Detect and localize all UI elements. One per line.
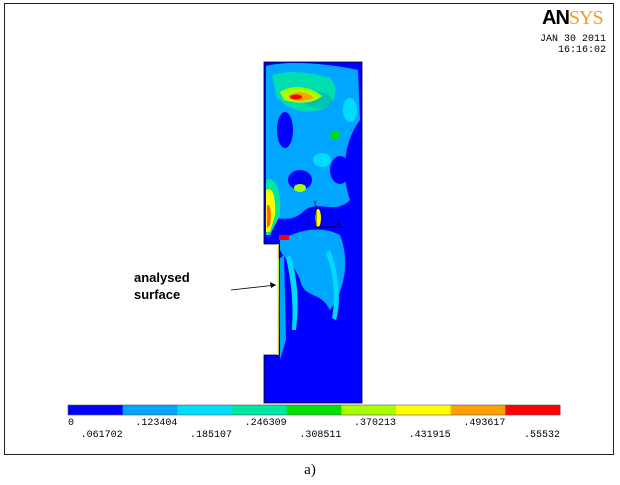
field-hotspot-red	[290, 94, 302, 100]
field-spot-green	[294, 184, 306, 192]
field-spot-green	[330, 131, 340, 139]
max-marker	[279, 235, 289, 240]
svg-text:X: X	[337, 221, 341, 227]
logo-an-text: AN	[542, 7, 570, 29]
legend-tick-label: .185107	[189, 430, 232, 441]
field-region-wall	[278, 255, 286, 360]
field-spot	[343, 98, 357, 122]
field-spot	[313, 153, 331, 167]
annotation-line-2: surface	[134, 287, 181, 302]
annotation-label: analysed surface	[134, 269, 190, 303]
legend-swatch	[68, 405, 124, 415]
legend-swatch	[232, 405, 288, 415]
field-pocket	[288, 170, 312, 190]
legend-swatch	[122, 405, 178, 415]
contour-field	[264, 62, 362, 403]
field-spot-yellow	[315, 209, 321, 227]
legend-tick-label: .55532	[523, 430, 560, 441]
legend-tick-label: .370213	[353, 418, 396, 429]
date-stamp: JAN 30 2011	[539, 34, 606, 45]
color-legend	[67, 404, 561, 416]
field-pocket	[277, 112, 293, 148]
legend-tick-label: .308511	[299, 430, 342, 441]
field-streak	[286, 255, 298, 330]
geometry-outline	[263, 61, 363, 404]
annotation-line-1: analysed	[134, 270, 190, 285]
legend-tick-label: 0	[68, 418, 75, 429]
figure-caption: a)	[304, 462, 316, 478]
legend-tick-label: .431915	[408, 430, 451, 441]
legend-swatch	[396, 405, 452, 415]
annotation-arrow	[230, 284, 277, 291]
time-stamp: 16:16:02	[557, 45, 606, 56]
logo-sys-text: SYS	[568, 7, 604, 29]
annotation-arrowhead	[270, 282, 276, 288]
field-streak	[326, 250, 339, 320]
ansys-logo: ANSYS	[542, 7, 604, 29]
legend-tick-label: .061702	[80, 430, 123, 441]
field-hotspot-left	[267, 204, 271, 228]
field-region-lightblue-lower	[280, 229, 346, 310]
svg-text:Y: Y	[313, 201, 317, 207]
legend-tick-label: .246309	[244, 418, 287, 429]
legend-swatch	[286, 405, 342, 415]
legend-frame	[67, 404, 561, 416]
legend-swatch	[177, 405, 233, 415]
legend-swatch	[505, 405, 561, 415]
legend-swatch	[341, 405, 397, 415]
legend-tick-label: .123404	[135, 418, 178, 429]
field-pocket	[330, 156, 350, 184]
legend-tick-label: .493617	[463, 418, 506, 429]
coordinate-triad: X Y	[313, 201, 342, 228]
legend-swatch	[450, 405, 506, 415]
